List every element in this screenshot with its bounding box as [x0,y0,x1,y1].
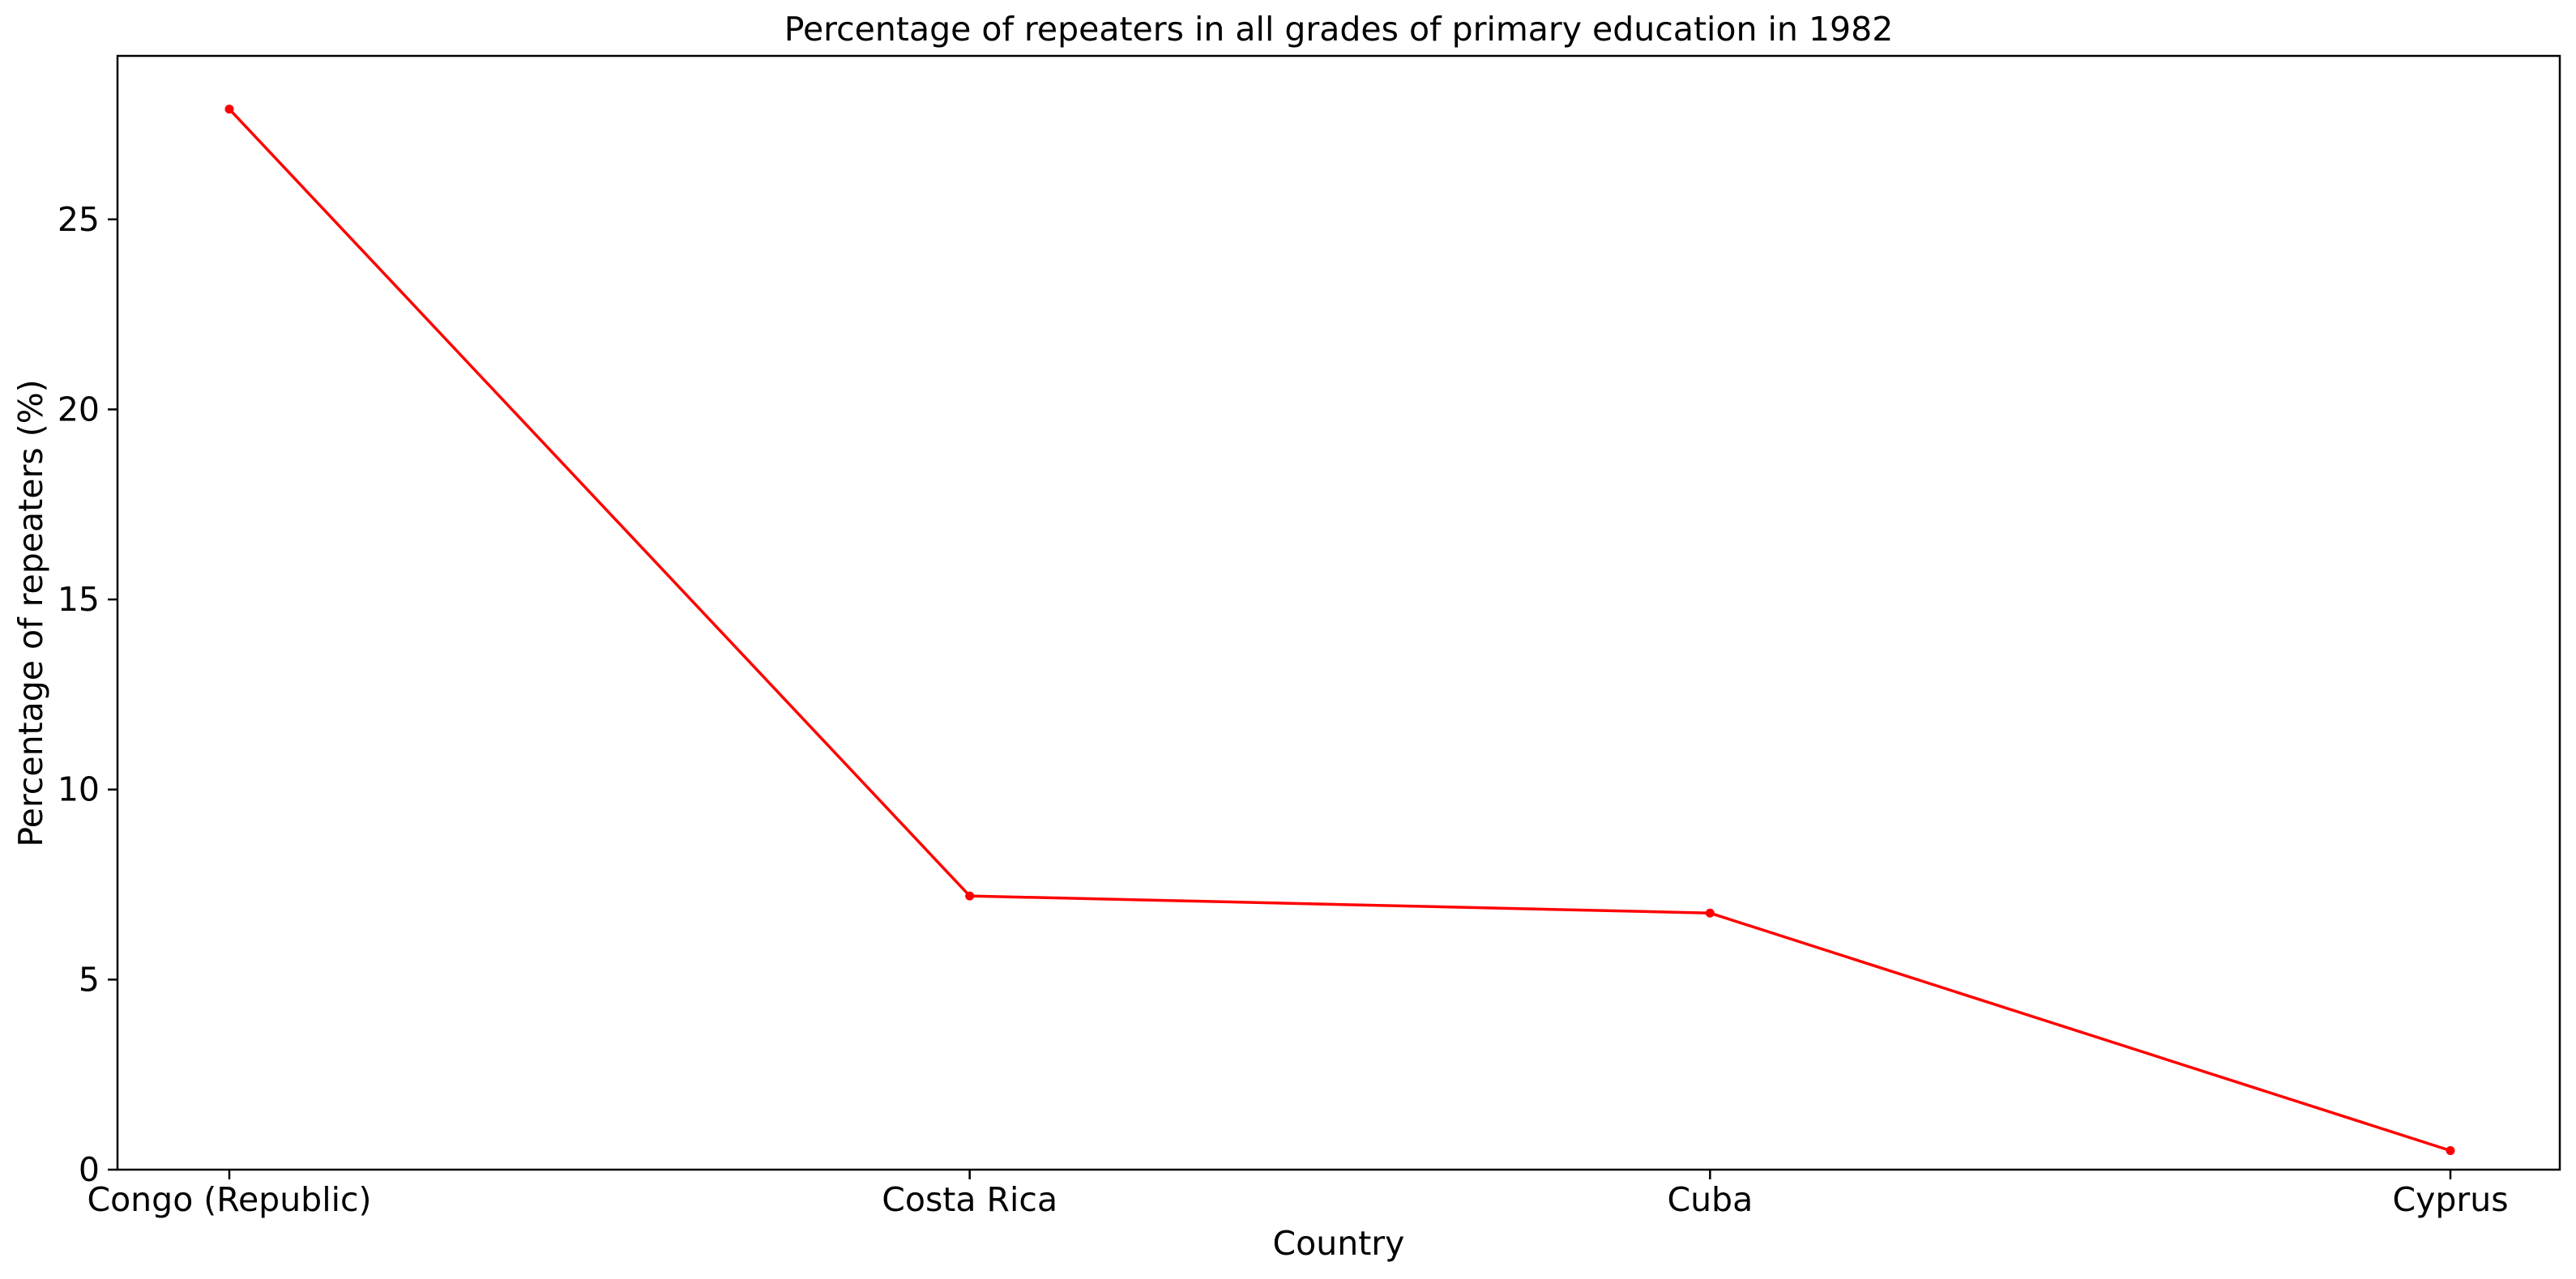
x-tick-label: Cuba [1667,1180,1753,1219]
y-tick-label: 25 [58,200,100,239]
series-layer [224,104,2455,1156]
data-point [965,891,975,901]
chart-title: Percentage of repeaters in all grades of… [784,10,1894,49]
y-tick-label: 20 [58,390,100,428]
data-point [1705,908,1715,918]
data-point [224,104,234,114]
y-axis-label: Percentage of repeaters (%) [11,379,50,846]
x-axis-ticks: Congo (Republic) Costa Rica Cuba Cyprus [87,1170,2509,1219]
series-line [228,107,2452,1153]
y-tick-label: 10 [58,770,100,809]
y-tick-label: 15 [58,580,100,619]
x-tick-label: Costa Rica [882,1180,1057,1219]
y-axis-ticks: 0 5 10 15 20 25 [58,200,117,1189]
y-tick-label: 5 [79,960,100,999]
y-tick-label: 0 [79,1150,100,1189]
x-tick-label: Cyprus [2392,1180,2508,1219]
x-tick-label: Congo (Republic) [87,1180,371,1219]
plot-area-frame [116,54,2561,1171]
data-point [2446,1146,2455,1156]
x-axis-label: Country [1273,1224,1405,1263]
